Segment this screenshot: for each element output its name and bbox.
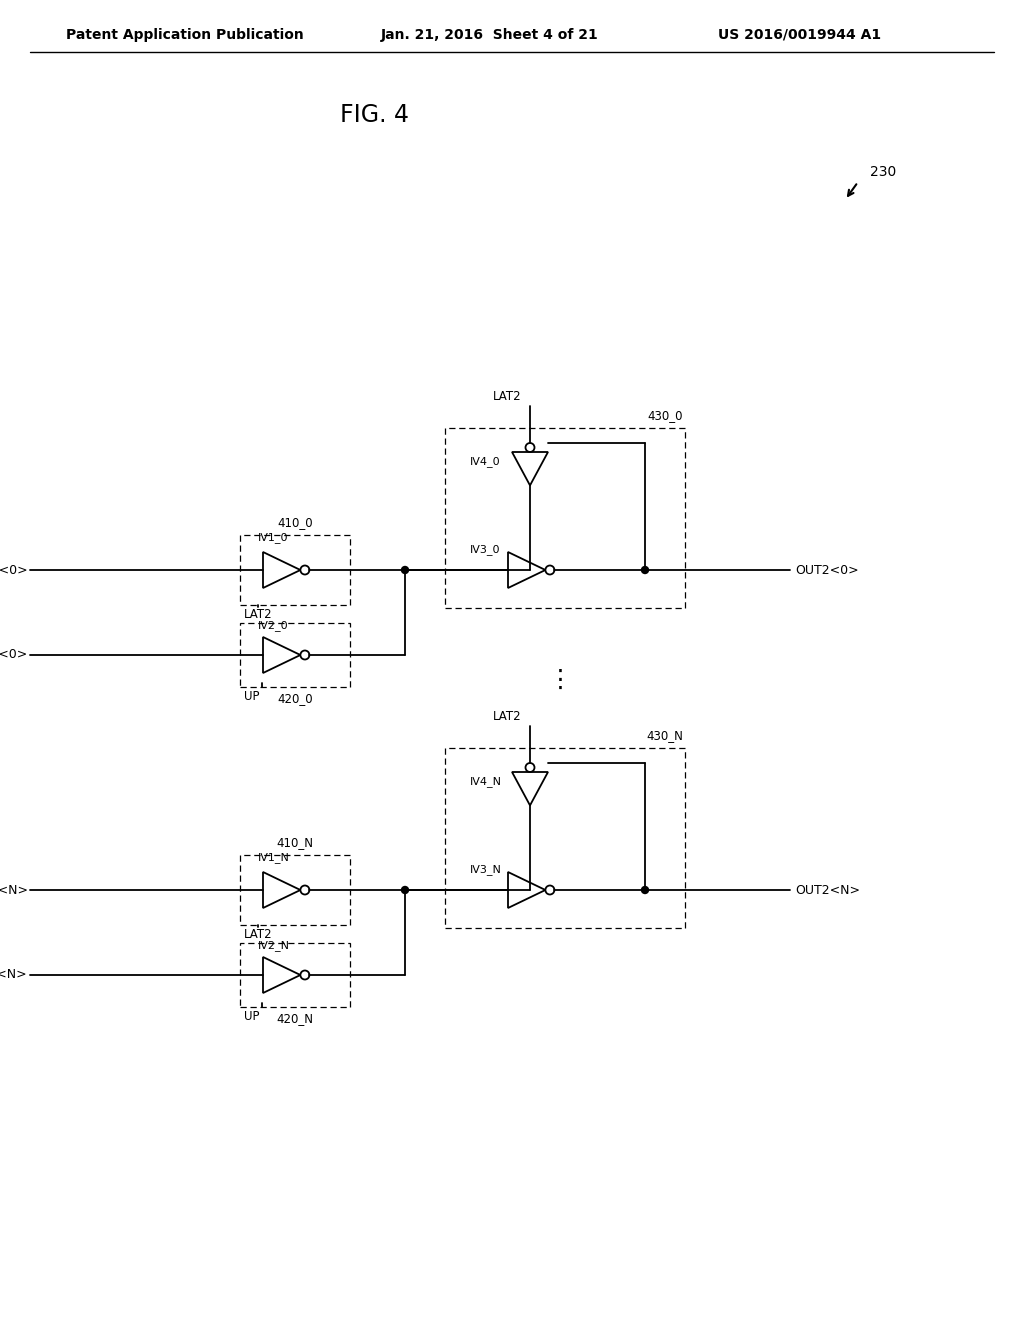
Text: IV3_0: IV3_0 xyxy=(470,545,501,556)
Bar xyxy=(240,535,350,605)
Text: 420_N: 420_N xyxy=(276,1012,313,1026)
Text: 230: 230 xyxy=(870,165,896,180)
Text: OUT2<N>: OUT2<N> xyxy=(795,883,860,896)
Text: 430_N: 430_N xyxy=(646,730,683,742)
Text: FIG. 4: FIG. 4 xyxy=(341,103,410,127)
Text: IV2_N: IV2_N xyxy=(258,941,290,952)
Text: LAT2: LAT2 xyxy=(244,609,272,622)
Text: OUT2<0>: OUT2<0> xyxy=(795,564,859,577)
Text: LAT2: LAT2 xyxy=(244,928,272,941)
Text: ⋮: ⋮ xyxy=(548,668,572,692)
Text: LAT2: LAT2 xyxy=(494,710,522,722)
Circle shape xyxy=(641,566,648,573)
Circle shape xyxy=(401,887,409,894)
Text: IV2_0: IV2_0 xyxy=(258,620,289,631)
Text: UP: UP xyxy=(244,1011,259,1023)
Text: UP: UP xyxy=(244,690,259,704)
Text: ASA<N>: ASA<N> xyxy=(0,969,28,982)
Text: 410_0: 410_0 xyxy=(278,516,312,529)
Text: 420_0: 420_0 xyxy=(278,693,312,705)
Text: IV1_0: IV1_0 xyxy=(258,532,289,544)
Text: ASA<0>: ASA<0> xyxy=(0,648,28,661)
Bar xyxy=(445,748,685,928)
Text: 430_0: 430_0 xyxy=(647,409,683,422)
Bar xyxy=(445,428,685,609)
Text: OUT1<0>: OUT1<0> xyxy=(0,564,28,577)
Text: Patent Application Publication: Patent Application Publication xyxy=(67,28,304,42)
Text: LAT2: LAT2 xyxy=(494,389,522,403)
Circle shape xyxy=(641,887,648,894)
Text: US 2016/0019944 A1: US 2016/0019944 A1 xyxy=(719,28,882,42)
Bar xyxy=(240,942,350,1007)
Text: Jan. 21, 2016  Sheet 4 of 21: Jan. 21, 2016 Sheet 4 of 21 xyxy=(381,28,599,42)
Text: OUT1<N>: OUT1<N> xyxy=(0,883,28,896)
Circle shape xyxy=(401,566,409,573)
Text: 410_N: 410_N xyxy=(276,837,313,850)
Bar xyxy=(240,623,350,686)
Text: IV1_N: IV1_N xyxy=(258,853,290,863)
Bar xyxy=(240,855,350,925)
Text: IV3_N: IV3_N xyxy=(470,865,502,875)
Text: IV4_N: IV4_N xyxy=(470,776,502,788)
Text: IV4_0: IV4_0 xyxy=(470,457,501,467)
